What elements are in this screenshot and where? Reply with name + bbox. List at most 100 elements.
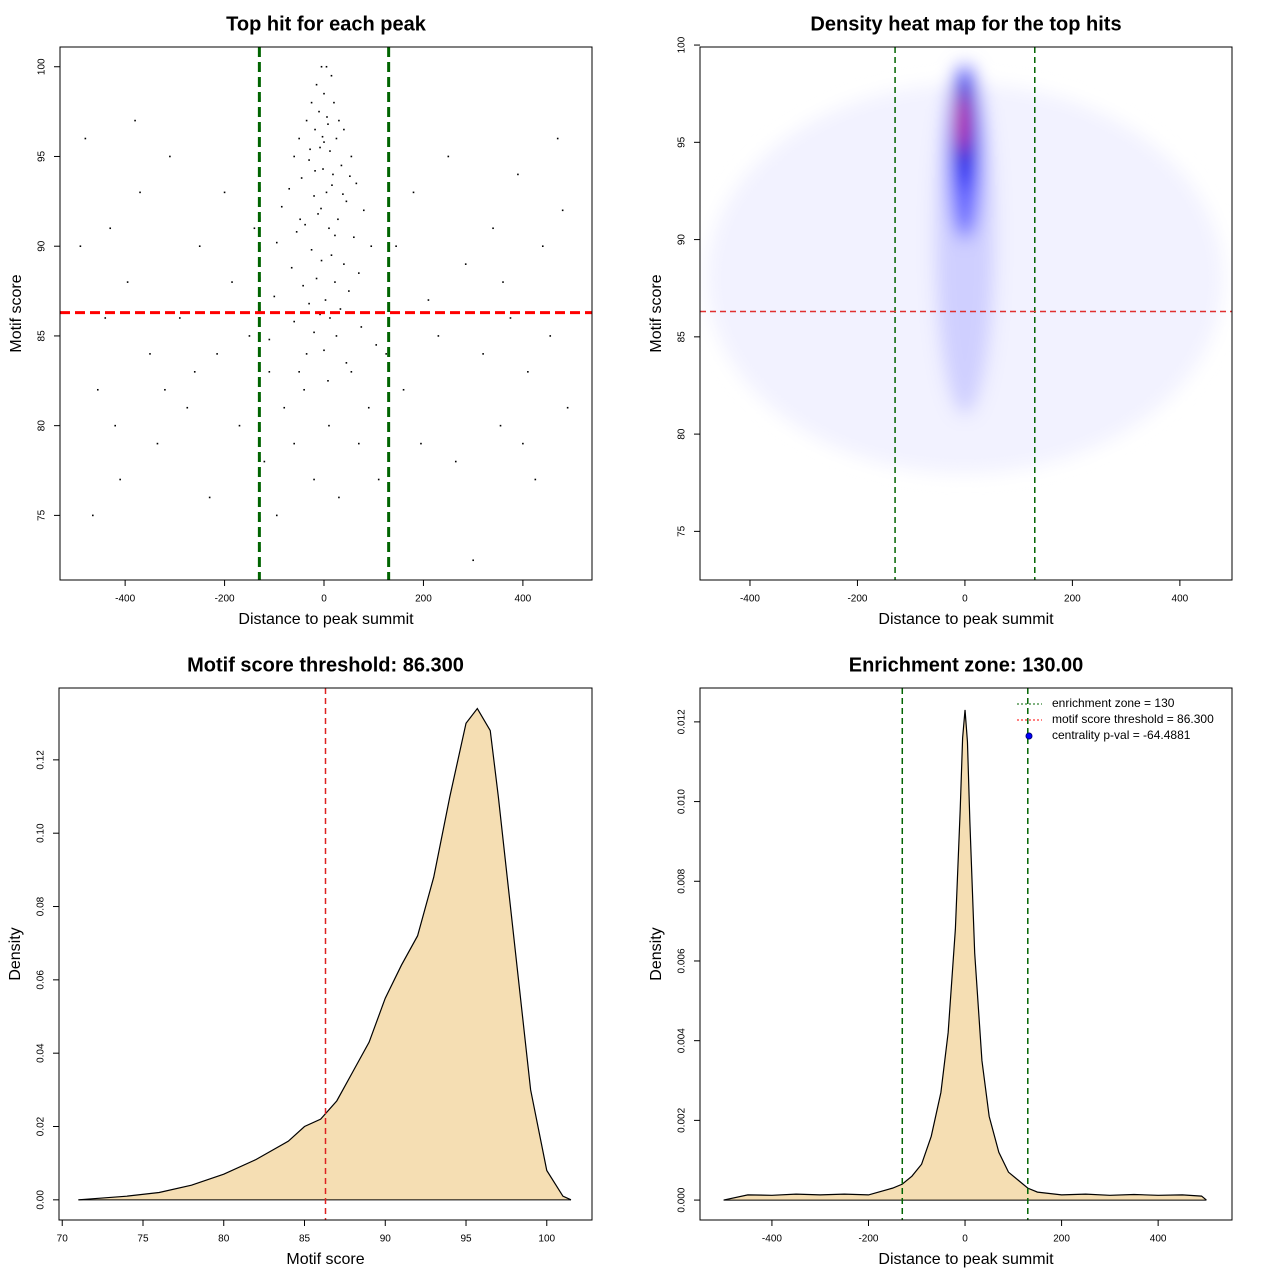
y-tick-label: 90	[677, 234, 688, 246]
x-tick-label: -200	[847, 594, 867, 605]
plot-frame	[699, 46, 1233, 581]
y-tick-label: 100	[37, 58, 48, 75]
point	[318, 110, 320, 113]
x-tick-label: -400	[762, 1234, 782, 1245]
x-tick-label: 75	[137, 1234, 149, 1245]
point	[275, 241, 278, 244]
chart-title: Enrichment zone: 130.00	[849, 654, 1084, 676]
point	[268, 371, 271, 373]
point	[342, 193, 344, 195]
point	[345, 362, 348, 364]
x-tick-label: 400	[1150, 1234, 1167, 1245]
point	[298, 137, 300, 140]
point	[223, 191, 226, 194]
point	[370, 245, 373, 248]
density-area	[78, 708, 572, 1200]
point	[345, 200, 348, 203]
point	[323, 349, 325, 352]
y-tick-label: 85	[37, 330, 48, 342]
point	[355, 182, 358, 185]
point	[109, 227, 112, 230]
plot-frame	[59, 46, 593, 581]
y-tick-label: 0.10	[36, 823, 47, 843]
point	[114, 424, 116, 427]
point	[139, 191, 141, 194]
point	[169, 155, 171, 158]
point	[313, 195, 315, 197]
y-tick-label: 0.02	[36, 1116, 47, 1136]
point	[308, 302, 310, 305]
point	[300, 177, 303, 179]
point	[320, 207, 322, 210]
point	[96, 388, 99, 391]
point	[248, 335, 251, 337]
y-tick-label: 100	[677, 36, 688, 53]
point	[299, 218, 301, 221]
point	[84, 137, 87, 140]
point	[208, 496, 211, 499]
point	[186, 406, 189, 409]
panel: Top hit for each peak Distance to peak su…	[8, 13, 593, 628]
point	[472, 559, 474, 562]
y-tick-label: 80	[677, 428, 688, 440]
point	[502, 281, 504, 283]
point	[79, 245, 82, 248]
point	[420, 442, 422, 445]
y-tick-label: 75	[677, 525, 688, 537]
point	[331, 184, 333, 186]
x-axis-label: Distance to peak summit	[238, 611, 414, 628]
point	[325, 191, 328, 194]
point	[319, 146, 321, 149]
point	[350, 371, 353, 373]
point	[119, 478, 121, 481]
point	[339, 308, 342, 310]
legend-label: enrichment zone = 130	[1052, 696, 1175, 710]
point	[534, 478, 537, 481]
point	[375, 344, 378, 346]
y-tick-label: 0.006	[677, 948, 688, 973]
plot-area	[78, 688, 572, 1220]
y-tick-label: 90	[37, 240, 48, 252]
point	[335, 335, 338, 337]
point	[298, 371, 300, 373]
point	[304, 223, 306, 226]
x-tick-label: 70	[57, 1234, 69, 1245]
point	[358, 272, 360, 274]
point	[280, 205, 283, 208]
point	[482, 353, 484, 355]
point	[164, 388, 166, 391]
x-tick-label: -200	[215, 594, 235, 605]
point	[412, 191, 415, 194]
point	[315, 277, 318, 280]
x-tick-label: 400	[1172, 594, 1189, 605]
point	[541, 245, 544, 248]
x-tick-label: 100	[538, 1234, 555, 1245]
point	[310, 101, 313, 104]
y-tick-label: 0.06	[36, 970, 47, 990]
point	[149, 353, 151, 355]
x-tick-label: -400	[740, 594, 760, 605]
point	[126, 281, 129, 283]
y-tick-label: 0.004	[677, 1028, 688, 1053]
y-tick-label: 0.012	[677, 709, 688, 734]
density-area	[723, 709, 1207, 1201]
point	[268, 338, 271, 341]
point	[338, 496, 340, 499]
y-tick-label: 95	[677, 136, 688, 148]
point	[308, 159, 310, 161]
x-tick-label: 0	[962, 594, 968, 605]
point	[238, 424, 241, 427]
point	[447, 155, 450, 158]
point	[492, 227, 494, 230]
point	[305, 119, 308, 122]
point	[324, 299, 327, 301]
x-tick-label: 0	[321, 594, 327, 605]
point	[293, 320, 295, 323]
y-tick-label: 85	[677, 331, 688, 343]
point	[216, 353, 218, 355]
point	[522, 442, 524, 445]
chart-title: Motif score threshold: 86.300	[187, 654, 464, 676]
point	[327, 123, 329, 125]
point	[427, 299, 430, 301]
plot-area	[60, 47, 592, 580]
